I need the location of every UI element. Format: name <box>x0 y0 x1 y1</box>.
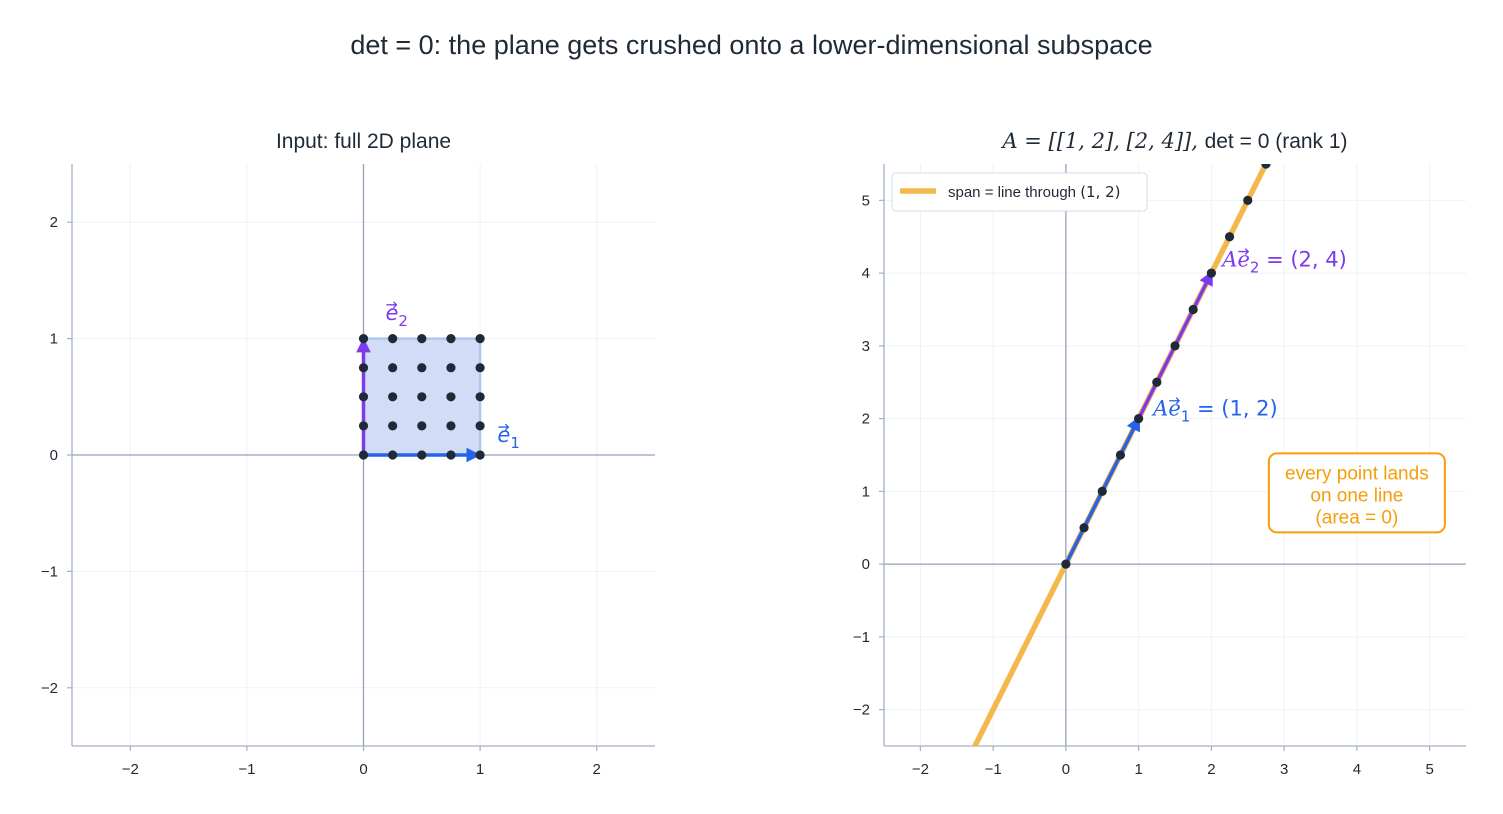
panel-1-axes: −2 −1 0 1 2 −2 −1 0 1 2 <box>41 164 655 778</box>
y-tick-label: 0 <box>862 556 870 573</box>
vector-arrow-accent <box>1169 397 1181 405</box>
x-tick-label: −2 <box>122 761 139 778</box>
panel-2-title: A = [[1, 2], [2, 4]], det = 0 (rank 1) <box>1000 129 1347 153</box>
grid-point <box>446 363 456 373</box>
grid-point <box>475 363 485 373</box>
vector-arrow-accent <box>1238 248 1250 256</box>
grid-point <box>417 421 427 431</box>
y-tick-label: 0 <box>50 447 58 464</box>
input-grid-points <box>358 334 485 460</box>
y-tick-label: −1 <box>853 629 870 646</box>
y-tick-label: 4 <box>862 265 870 282</box>
mapped-point <box>1170 341 1180 351</box>
mapped-point <box>1206 268 1216 278</box>
mapped-point <box>1188 304 1198 315</box>
grid-point <box>475 450 485 460</box>
x-tick-label: 0 <box>359 761 367 778</box>
vector-arrow-accent <box>498 423 510 431</box>
grid-point <box>446 421 456 431</box>
mapped-point <box>1224 232 1235 242</box>
grid-point <box>358 363 369 373</box>
mapped-point <box>1243 195 1253 205</box>
grid-point <box>475 421 485 431</box>
x-tick-label: 3 <box>1280 761 1288 778</box>
grid-point <box>475 334 485 344</box>
vector-arrow-accent <box>386 301 398 309</box>
y-tick-label: 3 <box>862 338 870 355</box>
grid-point <box>446 334 456 344</box>
grid-point <box>475 392 485 402</box>
mapped-point <box>1079 523 1089 533</box>
x-tick-label: 2 <box>593 761 601 778</box>
grid-point <box>358 334 369 344</box>
grid-point <box>388 334 398 344</box>
grid-point <box>358 421 369 431</box>
mapped-point <box>1261 164 1271 169</box>
grid-point <box>388 392 398 402</box>
grid-point <box>388 450 398 460</box>
note-line: every point lands <box>1285 463 1429 484</box>
y-tick-label: −2 <box>41 680 58 697</box>
x-tick-label: 5 <box>1425 761 1433 778</box>
figure-title: det = 0: the plane gets crushed onto a l… <box>350 30 1153 60</box>
grid-point <box>417 450 427 460</box>
grid-point <box>388 363 398 373</box>
legend-box <box>891 172 1148 212</box>
y-tick-label: −1 <box>41 563 58 580</box>
x-tick-label: −1 <box>238 761 255 778</box>
grid-point <box>446 450 456 460</box>
note-line: on one line <box>1310 485 1403 506</box>
mapped-point <box>1061 559 1071 569</box>
legend-label: span = line through (1, 2) <box>948 183 1121 201</box>
y-tick-label: 2 <box>50 214 58 231</box>
y-tick-label: 5 <box>862 192 870 209</box>
grid-point <box>417 363 427 373</box>
grid-point <box>358 392 369 402</box>
x-tick-label: 2 <box>1207 761 1215 778</box>
x-tick-label: 1 <box>476 761 484 778</box>
y-tick-label: −2 <box>853 702 870 719</box>
mapped-point <box>1152 377 1162 387</box>
mapped-points <box>1061 164 1271 569</box>
note-box <box>1267 452 1446 534</box>
mapped-point <box>1097 486 1107 496</box>
grid-point <box>417 334 427 344</box>
y-tick-label: 1 <box>862 483 870 500</box>
x-tick-label: −2 <box>912 761 929 778</box>
grid-point <box>358 450 369 460</box>
mapped-point <box>1115 450 1126 460</box>
legend: span = line through (1, 2) <box>891 172 1148 212</box>
x-tick-label: −1 <box>985 761 1002 778</box>
x-tick-label: 1 <box>1134 761 1142 778</box>
grid-point <box>388 421 398 431</box>
grid-point <box>446 392 456 402</box>
x-tick-label: 4 <box>1353 761 1361 778</box>
y-tick-label: 1 <box>50 331 58 348</box>
x-tick-label: 0 <box>1062 761 1070 778</box>
mapped-point <box>1134 414 1144 424</box>
y-tick-label: 2 <box>862 411 870 428</box>
panel-1-title: Input: full 2D plane <box>276 130 451 153</box>
grid-point <box>417 392 427 402</box>
note-line: (area = 0) <box>1315 507 1398 528</box>
